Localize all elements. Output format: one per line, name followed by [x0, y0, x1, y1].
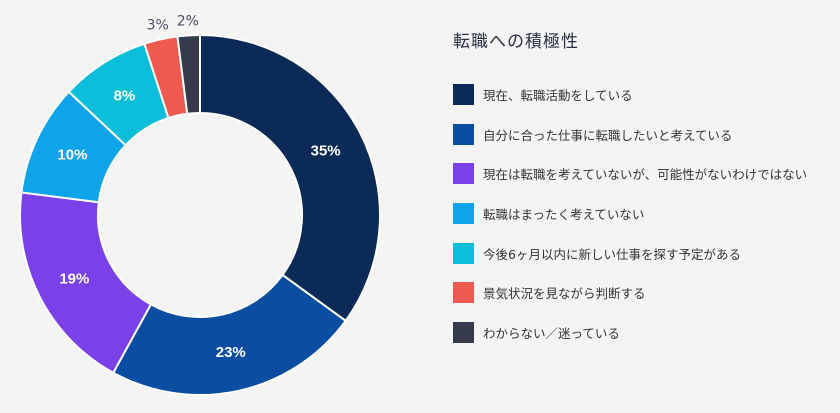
- donut-slice: [19, 191, 153, 375]
- legend-item: 現在、転職活動をしている: [453, 84, 807, 105]
- slice-value-label: 8%: [114, 87, 136, 104]
- legend-swatch: [453, 84, 474, 105]
- legend-label: 自分に合った仕事に転職したいと考えている: [483, 127, 733, 143]
- legend: 現在、転職活動をしている自分に合った仕事に転職したいと考えている現在は転職を考え…: [453, 84, 807, 362]
- legend-label: 現在、転職活動をしている: [483, 88, 633, 103]
- legend-label: 景気状況を見ながら判断する: [483, 286, 646, 302]
- chart-title: 転職への積極性: [453, 32, 579, 52]
- legend-swatch: [453, 322, 474, 344]
- legend-label: 今後6ヶ月以内に新しい仕事を探す予定がある: [483, 246, 741, 262]
- legend-label: 現在は転職を考えていないが、可能性がないわけではない: [483, 167, 808, 183]
- donut-slice: [176, 33, 201, 115]
- legend-swatch: [453, 163, 474, 185]
- donut-slice: [199, 33, 381, 323]
- slice-value-label: 19%: [59, 271, 89, 288]
- slice-value-label: 23%: [216, 344, 246, 361]
- legend-swatch: [453, 123, 474, 145]
- donut-slice: [111, 273, 348, 396]
- legend-item: わからない／迷っている: [453, 322, 807, 344]
- slice-value-label: 10%: [57, 146, 87, 163]
- legend-label: 転職はまったく考えていない: [483, 207, 645, 223]
- slice-value-label: 2%: [177, 13, 199, 29]
- legend-item: 景気状況を見ながら判断する: [453, 282, 807, 304]
- legend-swatch: [453, 203, 474, 225]
- legend-swatch: [453, 242, 474, 264]
- slice-value-label: 3%: [147, 18, 169, 34]
- legend-swatch: [453, 282, 474, 304]
- legend-label: わからない／迷っている: [483, 326, 620, 342]
- legend-item: 現在は転職を考えていないが、可能性がないわけではない: [453, 163, 808, 185]
- legend-item: 転職はまったく考えていない: [453, 203, 807, 225]
- legend-item: 今後6ヶ月以内に新しい仕事を探す予定がある: [453, 242, 807, 264]
- legend-item: 自分に合った仕事に転職したいと考えている: [453, 123, 807, 145]
- slice-value-label: 35%: [311, 142, 341, 159]
- donut-chart: 35% 23% 19% 10% 8% 3% 2%: [19, 13, 381, 396]
